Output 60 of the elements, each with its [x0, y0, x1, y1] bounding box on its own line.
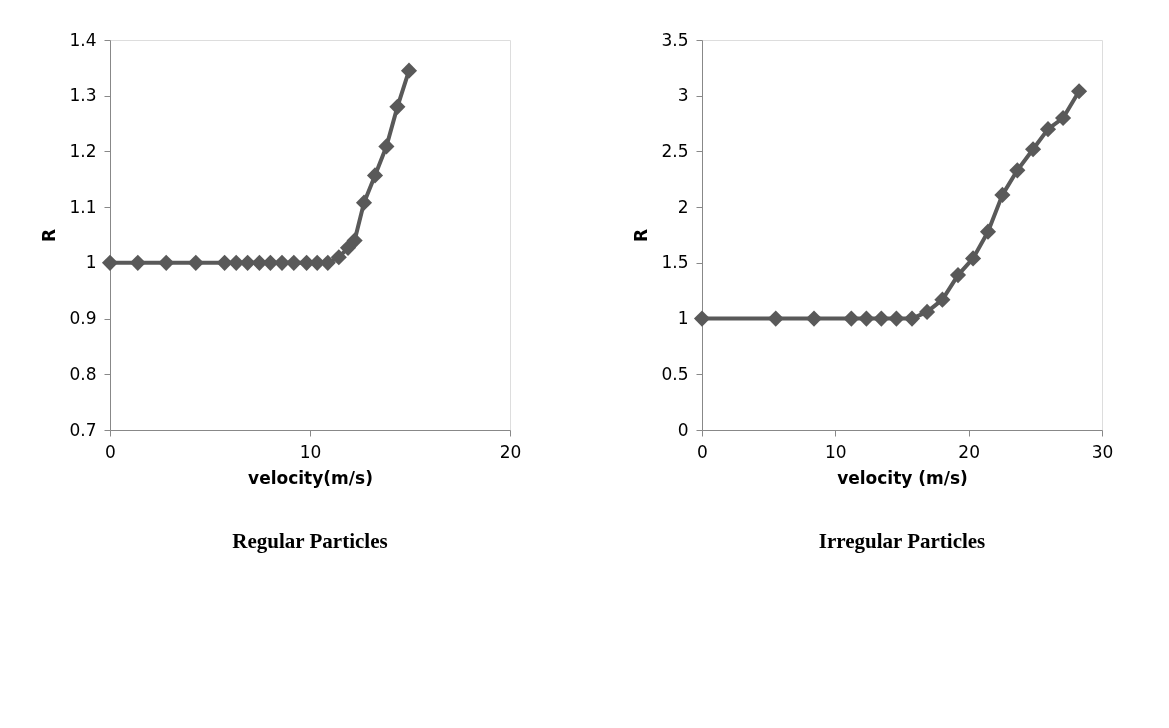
x-tick-label: 10 [299, 441, 322, 462]
point [934, 291, 951, 308]
point [805, 310, 823, 327]
point [843, 310, 860, 327]
y-tick-label: 3 [677, 85, 689, 106]
point [355, 194, 373, 211]
point [378, 138, 395, 155]
y-tick-label: 0.9 [69, 308, 97, 329]
y-tick-label: 1.3 [69, 85, 97, 106]
point [1071, 83, 1088, 100]
point [994, 186, 1011, 203]
point [187, 254, 204, 271]
y-tick-label: 1.4 [69, 29, 97, 50]
point [919, 303, 936, 320]
point [767, 310, 784, 327]
point [400, 62, 418, 79]
x-axis-title: velocity (m/s) [837, 467, 968, 488]
point [389, 98, 406, 115]
point [979, 223, 997, 240]
y-tick-label: 0 [677, 419, 689, 440]
y-tick-label: 1.1 [69, 196, 97, 217]
x-tick-label: 20 [958, 441, 980, 462]
y-axis-title: R [631, 228, 652, 243]
point [1039, 121, 1057, 138]
point [366, 167, 384, 184]
point [1055, 109, 1072, 127]
y-tick-label: 0.7 [69, 419, 97, 440]
point [858, 310, 875, 327]
x-tick-label: 20 [499, 441, 522, 462]
y-tick-label: 1.5 [661, 252, 689, 273]
point [965, 250, 982, 267]
point [1025, 141, 1042, 158]
point [216, 254, 233, 271]
point [693, 310, 711, 327]
point [949, 267, 967, 284]
point [903, 310, 921, 327]
point [101, 254, 119, 271]
text: Regular Particles [232, 529, 388, 553]
point [888, 310, 905, 327]
point [129, 254, 146, 271]
y-axis-title: R [39, 228, 60, 243]
y-tick-label: 3.5 [661, 29, 689, 50]
point [330, 249, 347, 266]
x-tick-label: 0 [105, 441, 116, 462]
y-tick-label: 1.2 [69, 140, 97, 161]
y-tick-label: 0.5 [661, 363, 689, 384]
point [346, 232, 363, 249]
x-tick-label: 10 [825, 441, 847, 462]
x-tick-label: 30 [1091, 441, 1114, 462]
y-tick-label: 0.8 [69, 363, 97, 384]
point [873, 310, 890, 327]
point [1009, 162, 1026, 179]
y-tick-label: 2.5 [661, 140, 689, 161]
text: Irregular Particles [818, 529, 986, 553]
x-tick-label: 0 [697, 441, 708, 462]
x-axis-title: velocity(m/s) [248, 467, 373, 488]
point [158, 254, 175, 271]
y-tick-label: 1 [85, 252, 97, 273]
y-tick-label: 2 [677, 196, 689, 217]
y-tick-label: 1 [677, 308, 689, 329]
